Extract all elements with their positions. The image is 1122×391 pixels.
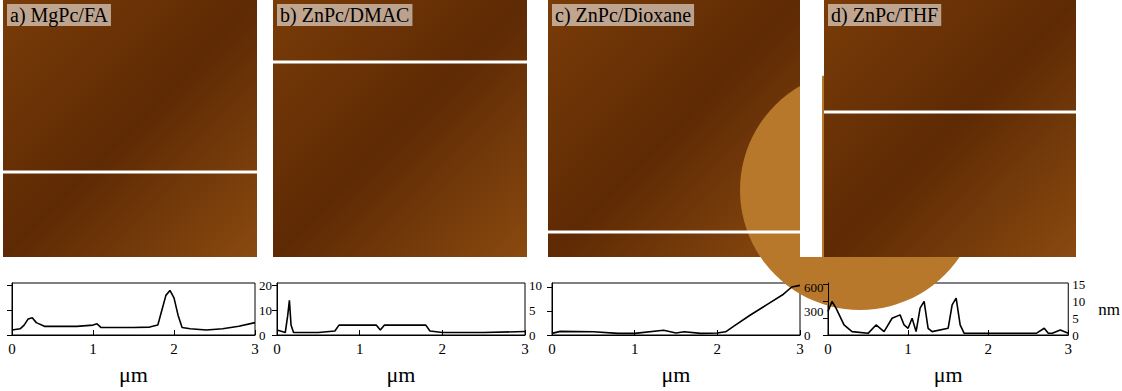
svg-text:2: 2 bbox=[170, 341, 178, 357]
svg-text:20: 20 bbox=[259, 278, 272, 293]
svg-text:b) ZnPc/DMAC: b) ZnPc/DMAC bbox=[280, 4, 409, 27]
svg-text:0: 0 bbox=[259, 328, 266, 343]
svg-text:10: 10 bbox=[529, 278, 542, 293]
svg-text:2: 2 bbox=[984, 341, 992, 357]
svg-text:a) MgPc/FA: a) MgPc/FA bbox=[10, 4, 109, 27]
svg-text:2: 2 bbox=[714, 341, 722, 357]
svg-text:3: 3 bbox=[521, 341, 529, 357]
svg-text:1: 1 bbox=[904, 341, 912, 357]
svg-text:nm: nm bbox=[1098, 300, 1120, 319]
svg-text:0: 0 bbox=[529, 328, 536, 343]
svg-text:10: 10 bbox=[259, 303, 272, 318]
svg-text:3: 3 bbox=[796, 341, 804, 357]
svg-text:μm: μm bbox=[387, 362, 416, 387]
svg-text:0: 0 bbox=[273, 341, 281, 357]
svg-text:10: 10 bbox=[1072, 294, 1085, 309]
svg-text:5: 5 bbox=[529, 303, 536, 318]
svg-text:600: 600 bbox=[804, 280, 824, 295]
svg-text:300: 300 bbox=[804, 304, 824, 319]
svg-text:μm: μm bbox=[119, 362, 148, 387]
svg-text:0: 0 bbox=[8, 341, 16, 357]
svg-text:1: 1 bbox=[356, 341, 364, 357]
svg-text:1: 1 bbox=[631, 341, 639, 357]
svg-text:μm: μm bbox=[934, 362, 963, 387]
svg-text:μm: μm bbox=[662, 362, 691, 387]
svg-text:3: 3 bbox=[251, 341, 259, 357]
svg-text:15: 15 bbox=[1072, 277, 1085, 292]
svg-text:5: 5 bbox=[1072, 311, 1079, 326]
svg-text:0: 0 bbox=[824, 341, 832, 357]
svg-text:0: 0 bbox=[804, 328, 811, 343]
svg-text:c) ZnPc/Dioxane: c) ZnPc/Dioxane bbox=[555, 4, 691, 27]
svg-text:0: 0 bbox=[1072, 328, 1079, 343]
svg-text:3: 3 bbox=[1065, 341, 1073, 357]
svg-text:2: 2 bbox=[439, 341, 447, 357]
svg-text:d) ZnPc/THF: d) ZnPc/THF bbox=[831, 4, 938, 27]
svg-text:1: 1 bbox=[89, 341, 97, 357]
svg-text:0: 0 bbox=[548, 341, 556, 357]
